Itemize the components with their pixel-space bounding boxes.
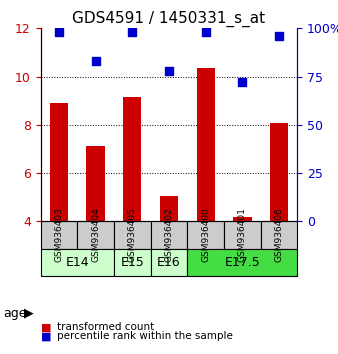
Point xyxy=(276,33,282,39)
Text: percentile rank within the sample: percentile rank within the sample xyxy=(57,331,233,341)
FancyBboxPatch shape xyxy=(114,221,151,249)
Text: GSM936400: GSM936400 xyxy=(201,207,210,262)
Point xyxy=(56,29,62,35)
Text: GSM936405: GSM936405 xyxy=(128,207,137,262)
Text: ■: ■ xyxy=(41,331,51,341)
Text: age: age xyxy=(3,307,27,320)
Text: E16: E16 xyxy=(157,256,181,269)
Point xyxy=(129,29,135,35)
Bar xyxy=(160,196,178,221)
FancyBboxPatch shape xyxy=(114,249,151,276)
Bar xyxy=(196,68,215,221)
Point xyxy=(203,29,209,35)
FancyBboxPatch shape xyxy=(151,221,187,249)
Text: GSM936406: GSM936406 xyxy=(274,207,284,262)
Text: ■: ■ xyxy=(41,322,51,332)
FancyBboxPatch shape xyxy=(77,221,114,249)
FancyBboxPatch shape xyxy=(224,221,261,249)
FancyBboxPatch shape xyxy=(261,221,297,249)
Text: ▶: ▶ xyxy=(24,307,33,320)
Text: E14: E14 xyxy=(66,256,89,269)
FancyBboxPatch shape xyxy=(151,249,187,276)
Text: GSM936401: GSM936401 xyxy=(238,207,247,262)
FancyBboxPatch shape xyxy=(41,221,77,249)
Text: GSM936403: GSM936403 xyxy=(54,207,64,262)
FancyBboxPatch shape xyxy=(187,249,297,276)
Title: GDS4591 / 1450331_s_at: GDS4591 / 1450331_s_at xyxy=(72,11,266,27)
Text: transformed count: transformed count xyxy=(57,322,155,332)
Bar xyxy=(123,97,142,221)
Bar xyxy=(233,217,251,221)
Bar xyxy=(270,124,288,221)
Point xyxy=(93,58,98,64)
Point xyxy=(166,68,172,74)
FancyBboxPatch shape xyxy=(41,249,114,276)
Point xyxy=(240,79,245,85)
FancyBboxPatch shape xyxy=(187,221,224,249)
Bar xyxy=(50,103,68,221)
Text: GSM936404: GSM936404 xyxy=(91,207,100,262)
Text: GSM936402: GSM936402 xyxy=(165,207,173,262)
Text: E17.5: E17.5 xyxy=(224,256,260,269)
Bar xyxy=(87,146,105,221)
Text: E15: E15 xyxy=(120,256,144,269)
